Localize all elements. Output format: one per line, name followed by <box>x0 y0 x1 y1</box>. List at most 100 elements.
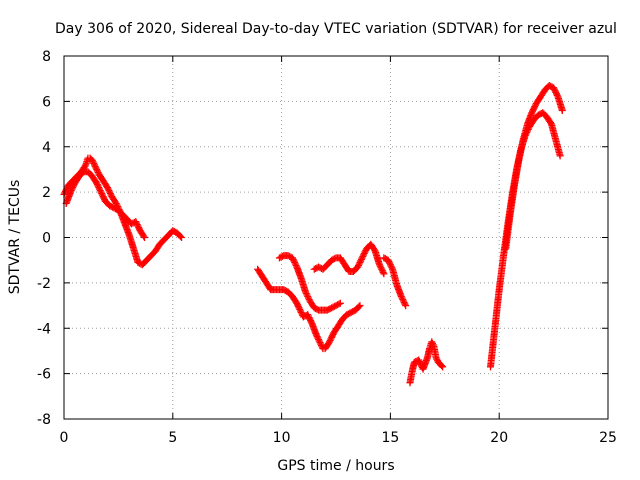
data-point <box>354 261 362 269</box>
series-arc4 <box>275 252 344 314</box>
data-point <box>92 164 100 172</box>
series-arc8 <box>486 109 564 371</box>
data-point <box>104 184 112 192</box>
data-point <box>399 297 407 305</box>
x-tick-label: 25 <box>599 430 617 446</box>
data-point <box>378 265 386 273</box>
data-point <box>336 299 344 307</box>
y-axis-label: SDTVAR / TECUs <box>7 180 23 295</box>
data-point <box>293 299 301 307</box>
data-point <box>433 355 441 363</box>
y-tick-label: 2 <box>42 185 51 201</box>
data-point <box>289 255 297 263</box>
data-point <box>94 182 102 190</box>
data-point <box>104 185 112 193</box>
data-point <box>327 335 335 343</box>
data-point <box>295 304 303 312</box>
data-point <box>302 289 310 297</box>
data-point <box>552 88 560 96</box>
data-point <box>67 188 75 196</box>
data-point <box>429 341 437 349</box>
chart-title: Day 306 of 2020, Sidereal Day-to-day VTE… <box>55 21 617 37</box>
data-point <box>356 302 364 310</box>
data-point <box>531 103 539 111</box>
data-point <box>67 187 75 195</box>
data-point <box>133 219 141 227</box>
data-point <box>63 184 71 192</box>
data-point <box>360 251 368 259</box>
data-point <box>304 312 312 320</box>
data-point <box>306 315 314 323</box>
data-point <box>303 291 311 299</box>
data-point <box>304 294 312 302</box>
data-point <box>61 189 69 197</box>
data-point <box>93 165 101 173</box>
data-point <box>135 224 143 232</box>
x-tick-label: 0 <box>60 430 69 446</box>
data-point <box>95 184 103 192</box>
data-point <box>91 162 99 170</box>
data-point <box>291 260 299 268</box>
data-point <box>399 296 407 304</box>
series-arc5 <box>310 240 388 278</box>
data-point <box>68 185 76 193</box>
series-arc1 <box>60 154 186 269</box>
data-point <box>93 181 101 189</box>
data-point <box>529 107 537 115</box>
series-arc3 <box>254 265 364 353</box>
data-point <box>304 311 312 319</box>
data-point <box>296 307 304 315</box>
data-point <box>428 338 436 346</box>
plot-frame <box>63 55 609 420</box>
y-tick-label: 0 <box>42 231 51 247</box>
data-point <box>376 262 384 270</box>
y-tick-label: 4 <box>42 140 51 156</box>
data-point <box>357 255 365 263</box>
data-point <box>134 222 142 230</box>
data-point <box>415 358 423 366</box>
data-point <box>551 87 559 95</box>
axis-ticks: 0 5 10 15 20 25 -8 -6 -4 -2 0 2 4 6 8 <box>37 49 617 446</box>
data-point <box>90 161 98 169</box>
data-point <box>550 85 558 93</box>
data-point <box>98 190 106 198</box>
data-point <box>305 314 313 322</box>
y-tick-label: 6 <box>42 94 51 110</box>
data-point <box>415 356 423 364</box>
data-point <box>93 167 101 175</box>
data-point <box>96 185 104 193</box>
data-point <box>358 254 366 262</box>
data-point <box>386 259 394 267</box>
data-point <box>325 338 333 346</box>
data-point <box>69 184 77 192</box>
data-point <box>529 106 537 114</box>
data-point <box>296 305 304 313</box>
data-point <box>88 156 96 164</box>
data-point <box>315 336 323 344</box>
data-point <box>97 188 105 196</box>
data-point <box>402 302 410 310</box>
data-point <box>290 257 298 265</box>
data-point <box>386 261 394 269</box>
data-point <box>377 264 385 272</box>
data-point <box>61 187 69 195</box>
data-point <box>553 91 561 99</box>
data-point <box>291 258 299 266</box>
data-point <box>89 158 97 166</box>
data-point <box>357 257 365 265</box>
data-point <box>313 333 321 341</box>
data-point <box>316 339 324 347</box>
data-point <box>400 299 408 307</box>
data-point <box>361 248 369 256</box>
x-axis-label: GPS time / hours <box>277 458 394 474</box>
x-tick-label: 20 <box>490 430 508 446</box>
series-arc6 <box>380 254 410 310</box>
data-point <box>354 263 362 271</box>
data-point <box>359 252 367 260</box>
x-tick-label: 15 <box>381 430 399 446</box>
data-point <box>112 199 120 207</box>
y-tick-label: -4 <box>37 321 51 337</box>
data-point <box>132 218 140 226</box>
x-tick-label: 10 <box>273 430 291 446</box>
data-point <box>356 258 364 266</box>
